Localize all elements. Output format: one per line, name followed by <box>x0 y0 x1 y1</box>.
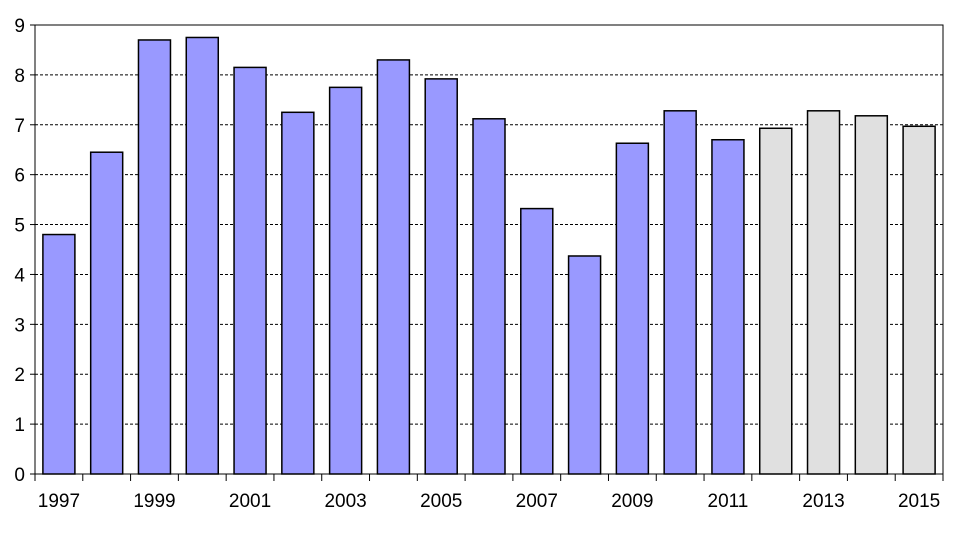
bar-2004 <box>376 59 411 475</box>
bar-1999 <box>137 39 172 475</box>
y-tick-label: 2 <box>14 365 25 386</box>
y-tick-label: 3 <box>14 315 25 336</box>
bars <box>42 36 936 475</box>
bar-2001 <box>233 66 267 475</box>
y-tick-label: 5 <box>14 216 25 237</box>
bar-2003 <box>328 86 363 475</box>
bar-2006 <box>472 118 506 475</box>
x-tick-label: 1999 <box>133 491 175 512</box>
y-tick-label: 8 <box>14 66 25 87</box>
tick-labels: 0 1 2 3 4 5 6 7 8 9 1997 1999 2001 2003 2005 2007 2009 20… <box>14 16 940 512</box>
x-tick-label: 2011 <box>708 491 749 512</box>
x-tick-label: 2015 <box>898 491 940 512</box>
bar-1997 <box>42 233 76 475</box>
x-tick-label: 2013 <box>802 491 844 512</box>
x-tick-label: 2009 <box>611 491 653 512</box>
bar-2000 <box>185 36 220 475</box>
x-tick-label: 2003 <box>324 491 366 512</box>
y-tick-label: 0 <box>14 465 25 486</box>
x-tick-label: 2005 <box>420 491 462 512</box>
bar-2015 <box>902 125 936 475</box>
axes <box>30 24 944 481</box>
bar-1998 <box>89 151 124 475</box>
y-tick-label: 4 <box>14 265 25 286</box>
plot-area-frame <box>34 24 944 475</box>
bar-2005 <box>424 78 458 475</box>
bar-2011 <box>711 138 745 475</box>
bar-2009 <box>615 142 650 475</box>
bar-2008 <box>567 255 602 475</box>
bar-2002 <box>281 111 315 475</box>
bar-2010 <box>663 110 697 475</box>
bar-2014 <box>854 115 889 475</box>
y-tick-label: 1 <box>14 415 25 436</box>
bar-2013 <box>806 110 841 475</box>
x-tick-label: 2007 <box>516 491 558 512</box>
x-tick-label: 2001 <box>229 491 271 512</box>
bar-2012 <box>758 127 793 475</box>
y-tick-label: 6 <box>14 166 25 187</box>
y-tick-label: 9 <box>14 16 25 37</box>
bar-2007 <box>520 207 554 475</box>
x-tick-label: 1997 <box>38 491 80 512</box>
y-tick-label: 7 <box>14 116 25 137</box>
